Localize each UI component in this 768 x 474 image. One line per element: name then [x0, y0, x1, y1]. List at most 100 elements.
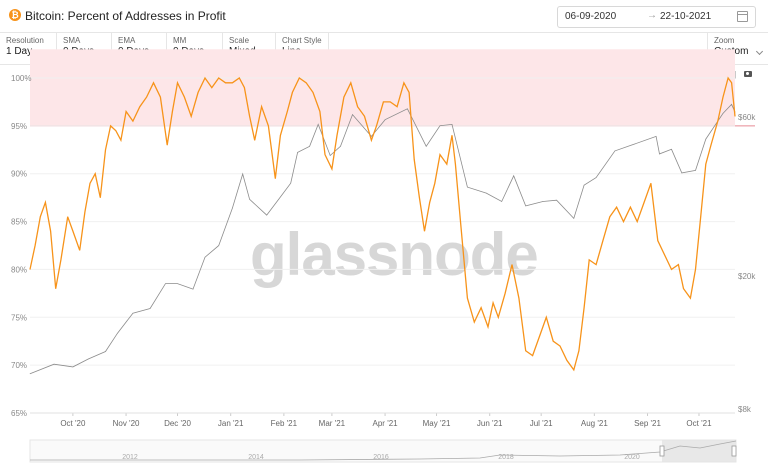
legend-item-price[interactable]: Price [USD] [685, 70, 736, 79]
profit-point [623, 221, 624, 222]
profit-point [153, 82, 154, 84]
profit-point [504, 292, 506, 294]
ema-value: 0 Days [118, 46, 150, 57]
watermark: glassnode [250, 221, 539, 288]
arrow-right-icon: → [647, 10, 657, 21]
profit-point [254, 139, 256, 141]
profit-point [566, 359, 568, 361]
legend-dot-icon [566, 72, 572, 78]
profit-point [364, 115, 365, 117]
profit-point [451, 135, 453, 136]
profit-point [731, 82, 732, 84]
profit-point [146, 96, 148, 98]
profit-point [72, 230, 74, 232]
profit-point [408, 91, 410, 93]
x-tick-label: Jan '21 [218, 419, 244, 428]
profit-point [734, 115, 736, 117]
profit-point [261, 106, 262, 108]
price-point [132, 312, 134, 314]
scale-select[interactable]: Scale Mixed [223, 32, 276, 64]
profit-point [331, 168, 333, 170]
price-point [614, 150, 616, 152]
profit-point [492, 302, 494, 304]
profit-point [467, 297, 468, 299]
camera-icon[interactable] [744, 71, 752, 77]
resolution-select[interactable]: Resolution 1 Day [0, 32, 57, 64]
profit-point [125, 111, 127, 112]
mm-value: 0 Days [173, 46, 205, 57]
profit-point [497, 316, 499, 318]
profit-point [664, 254, 666, 256]
profit-point [396, 106, 398, 108]
price-point [278, 199, 280, 200]
date-start-input[interactable]: 06-09-2020 [565, 11, 617, 22]
price-point [722, 113, 724, 114]
x-tick-label: Jun '21 [477, 419, 503, 428]
profit-point [532, 355, 533, 356]
legend-item-profit[interactable]: Percent of Addresses in Profit [566, 70, 680, 79]
mm-select[interactable]: MM 0 Days [167, 32, 223, 64]
chart-style-select[interactable]: Chart Style Line [276, 32, 329, 64]
profit-point [473, 321, 475, 323]
y-left-tick-label: 80% [11, 265, 27, 274]
price-point [556, 199, 557, 201]
price-point [407, 108, 408, 110]
title-bar: ₿ Bitcoin: Percent of Addresses in Profi… [0, 0, 768, 33]
date-range-picker[interactable]: 06-09-2020 → 22-10-2021 [557, 6, 756, 28]
zoom-select[interactable]: Zoom Custom [707, 32, 768, 64]
ema-select[interactable]: EMA 0 Days [112, 32, 167, 64]
price-point [439, 125, 441, 127]
legend-dot-icon [685, 72, 691, 78]
price-point [734, 111, 736, 113]
price-point [297, 152, 298, 153]
profit-point [50, 230, 51, 232]
profit-point [650, 182, 652, 184]
profit-point [84, 211, 86, 213]
price-point [218, 245, 219, 246]
profit-point [657, 240, 659, 242]
zoom-label: Zoom [714, 36, 735, 45]
profit-point [336, 135, 338, 136]
profit-point [677, 264, 679, 266]
profit-point [710, 144, 712, 146]
sma-select[interactable]: SMA 0 Days [57, 32, 112, 64]
price-point [731, 103, 732, 105]
chevron-down-icon [96, 47, 105, 56]
navigator-handle [659, 445, 665, 457]
calendar-icon[interactable] [737, 11, 748, 22]
profit-point [434, 182, 436, 184]
profit-point [573, 369, 575, 371]
profit-point [110, 125, 112, 127]
profit-point [274, 178, 276, 179]
price-point [88, 358, 89, 360]
mm-label: MM [173, 36, 187, 45]
price-point [384, 119, 386, 120]
profit-point [29, 269, 31, 270]
profit-point [218, 77, 220, 79]
profit-point [67, 216, 69, 218]
chart-title: Bitcoin: Percent of Addresses in Profit [25, 9, 226, 23]
profit-point [539, 336, 540, 337]
scale-value: Mixed [229, 46, 256, 57]
price-point [451, 124, 453, 125]
profit-point [609, 216, 611, 218]
profit-point [439, 154, 441, 155]
profit-point [690, 297, 691, 299]
price-point [105, 351, 106, 352]
date-end-input[interactable]: 22-10-2021 [660, 11, 712, 22]
navigator-year-label: 2012 [122, 454, 138, 461]
profit-point [595, 264, 597, 266]
controls-bar: Resolution 1 Day SMA 0 Days EMA 0 Days M… [0, 32, 768, 65]
profit-point [89, 182, 91, 184]
y-left-tick-label: 65% [11, 409, 27, 418]
profit-point [197, 91, 199, 93]
legend-label-price: Price [USD] [694, 70, 736, 79]
profit-point [244, 87, 245, 88]
profit-point [370, 139, 372, 141]
x-tick-label: Oct '20 [60, 419, 86, 428]
x-tick-label: Sep '21 [634, 419, 661, 428]
profit-point [357, 106, 359, 108]
price-point [513, 175, 515, 177]
profit-point [292, 91, 293, 93]
navigator-year-label: 2020 [624, 454, 640, 461]
